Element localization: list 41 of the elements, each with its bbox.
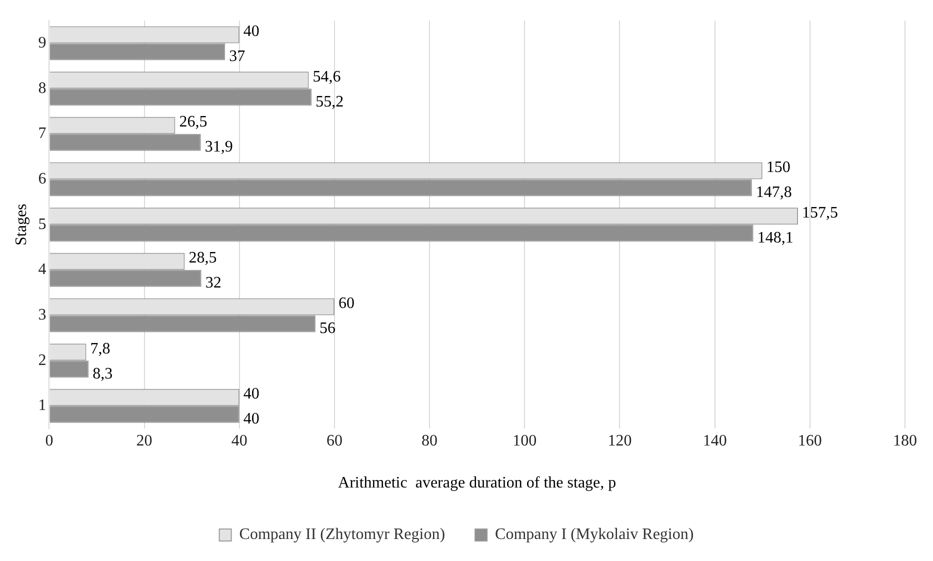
data-label: 148,1 bbox=[757, 229, 794, 246]
legend-label: Company II (Zhytomyr Region) bbox=[239, 526, 446, 544]
y-axis-title: Stages bbox=[12, 204, 30, 246]
y-tick-label: 4 bbox=[38, 261, 46, 278]
y-tick-label: 1 bbox=[38, 397, 46, 414]
y-tick-label: 3 bbox=[38, 306, 46, 324]
data-label: 55,2 bbox=[316, 93, 344, 110]
data-label: 56 bbox=[319, 320, 336, 337]
data-label: 26,5 bbox=[179, 114, 208, 131]
y-tick-label: 6 bbox=[38, 170, 46, 188]
data-label: 157,5 bbox=[802, 204, 838, 222]
x-tick-label: 80 bbox=[422, 432, 438, 450]
x-tick-label: 100 bbox=[512, 432, 537, 450]
data-label: 60 bbox=[338, 294, 354, 312]
data-label: 31,9 bbox=[204, 138, 233, 156]
data-label: 147,8 bbox=[756, 184, 792, 201]
x-axis-title: Arithmetic average duration of the stage, p bbox=[338, 474, 616, 492]
y-tick-label: 5 bbox=[38, 216, 46, 233]
x-tick-label: 20 bbox=[136, 432, 152, 450]
data-label: 28,5 bbox=[188, 250, 217, 267]
x-tick-label: 60 bbox=[326, 432, 342, 450]
y-tick-label: 9 bbox=[38, 34, 46, 52]
data-label: 37 bbox=[229, 48, 246, 65]
x-tick-label: 0 bbox=[45, 432, 54, 450]
data-label: 40 bbox=[243, 386, 260, 403]
data-label: 8,3 bbox=[92, 365, 113, 382]
y-tick-label: 7 bbox=[38, 125, 46, 142]
data-label: 7,8 bbox=[90, 340, 110, 358]
y-tick-label: 8 bbox=[38, 80, 46, 97]
x-tick-label: 140 bbox=[702, 432, 727, 450]
data-label: 54,6 bbox=[312, 68, 341, 86]
y-tick-label: 2 bbox=[38, 352, 46, 369]
x-tick-label: 40 bbox=[231, 432, 248, 450]
x-tick-label: 120 bbox=[608, 432, 632, 450]
data-label: 32 bbox=[205, 274, 222, 292]
legend-label: Company I (Mykolaiv Region) bbox=[495, 526, 694, 544]
data-label: 150 bbox=[766, 158, 790, 176]
x-tick-label: 160 bbox=[798, 432, 822, 450]
x-tick-label: 180 bbox=[893, 432, 917, 450]
data-label: 40 bbox=[243, 22, 260, 40]
data-label: 40 bbox=[243, 410, 260, 428]
